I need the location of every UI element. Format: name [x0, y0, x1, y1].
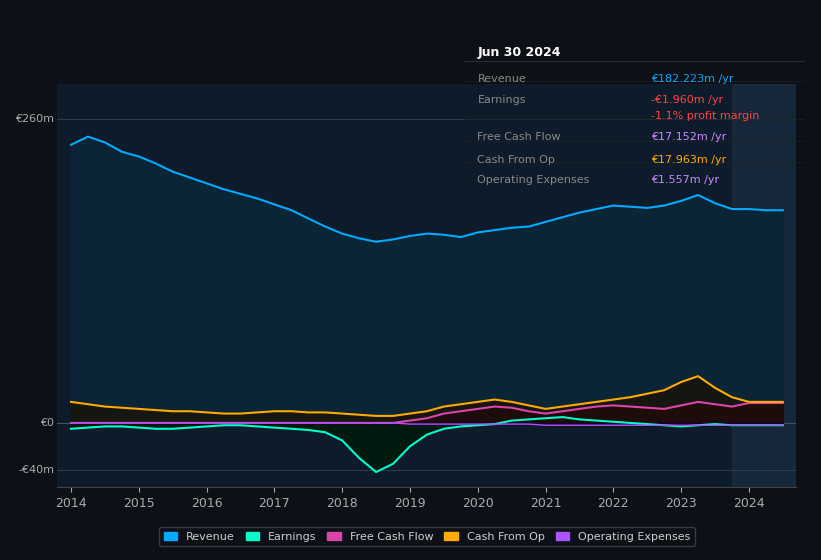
Text: Free Cash Flow: Free Cash Flow [478, 132, 561, 142]
Bar [732, 84, 796, 487]
Text: €182.223m /yr: €182.223m /yr [651, 74, 734, 84]
Text: €1.557m /yr: €1.557m /yr [651, 175, 719, 185]
Text: Cash From Op: Cash From Op [478, 155, 555, 165]
Text: €0: €0 [40, 418, 54, 428]
Text: Earnings: Earnings [478, 95, 526, 105]
Legend: Revenue, Earnings, Free Cash Flow, Cash From Op, Operating Expenses: Revenue, Earnings, Free Cash Flow, Cash … [159, 527, 695, 546]
Text: Revenue: Revenue [478, 74, 526, 84]
Text: -€40m: -€40m [18, 465, 54, 475]
Text: €17.152m /yr: €17.152m /yr [651, 132, 727, 142]
Text: -1.1% profit margin: -1.1% profit margin [651, 111, 759, 122]
Text: Operating Expenses: Operating Expenses [478, 175, 589, 185]
Text: Jun 30 2024: Jun 30 2024 [478, 46, 561, 59]
Text: €260m: €260m [15, 114, 54, 124]
Text: -€1.960m /yr: -€1.960m /yr [651, 95, 723, 105]
Text: €17.963m /yr: €17.963m /yr [651, 155, 727, 165]
